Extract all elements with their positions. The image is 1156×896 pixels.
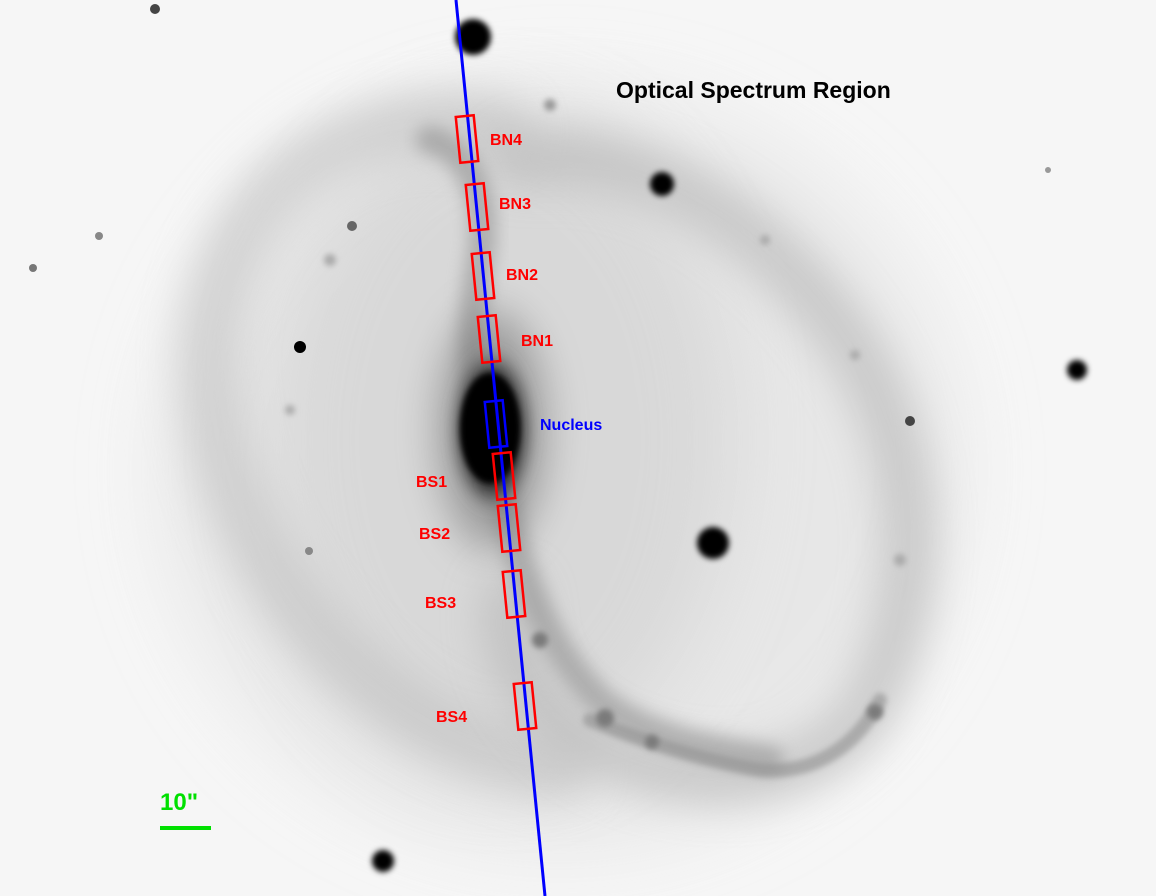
label-bs4: BS4 [436,709,467,726]
label-bs3: BS3 [425,595,456,612]
label-bs1: BS1 [416,474,447,491]
aperture-box-nucleus [483,398,509,450]
label-bs2: BS2 [419,526,450,543]
aperture-box-bn2 [470,250,496,302]
aperture-boxes [454,113,538,732]
label-bn3: BN3 [499,196,531,213]
label-nucleus: Nucleus [540,417,602,434]
aperture-box-bn4 [454,113,480,165]
aperture-box-bs2 [496,502,522,554]
aperture-box-bs3 [501,568,527,620]
label-bn1: BN1 [521,333,553,350]
hii-knots [285,99,906,749]
spectrograph-slit-line [454,0,547,896]
aperture-labels: BN4 BN3 BN2 BN1 Nucleus BS1 BS2 BS3 BS4 [416,132,602,726]
aperture-box-bn1 [476,313,502,365]
scale-bar-label: 10" [160,789,198,816]
galaxy-bar [437,310,547,550]
aperture-box-bs4 [512,680,538,732]
image-title: Optical Spectrum Region [616,77,891,103]
aperture-box-bs1 [491,450,517,502]
label-bn2: BN2 [506,267,538,284]
foreground-stars [29,4,1087,872]
aperture-box-bn3 [464,181,490,233]
label-bn4: BN4 [490,132,522,149]
